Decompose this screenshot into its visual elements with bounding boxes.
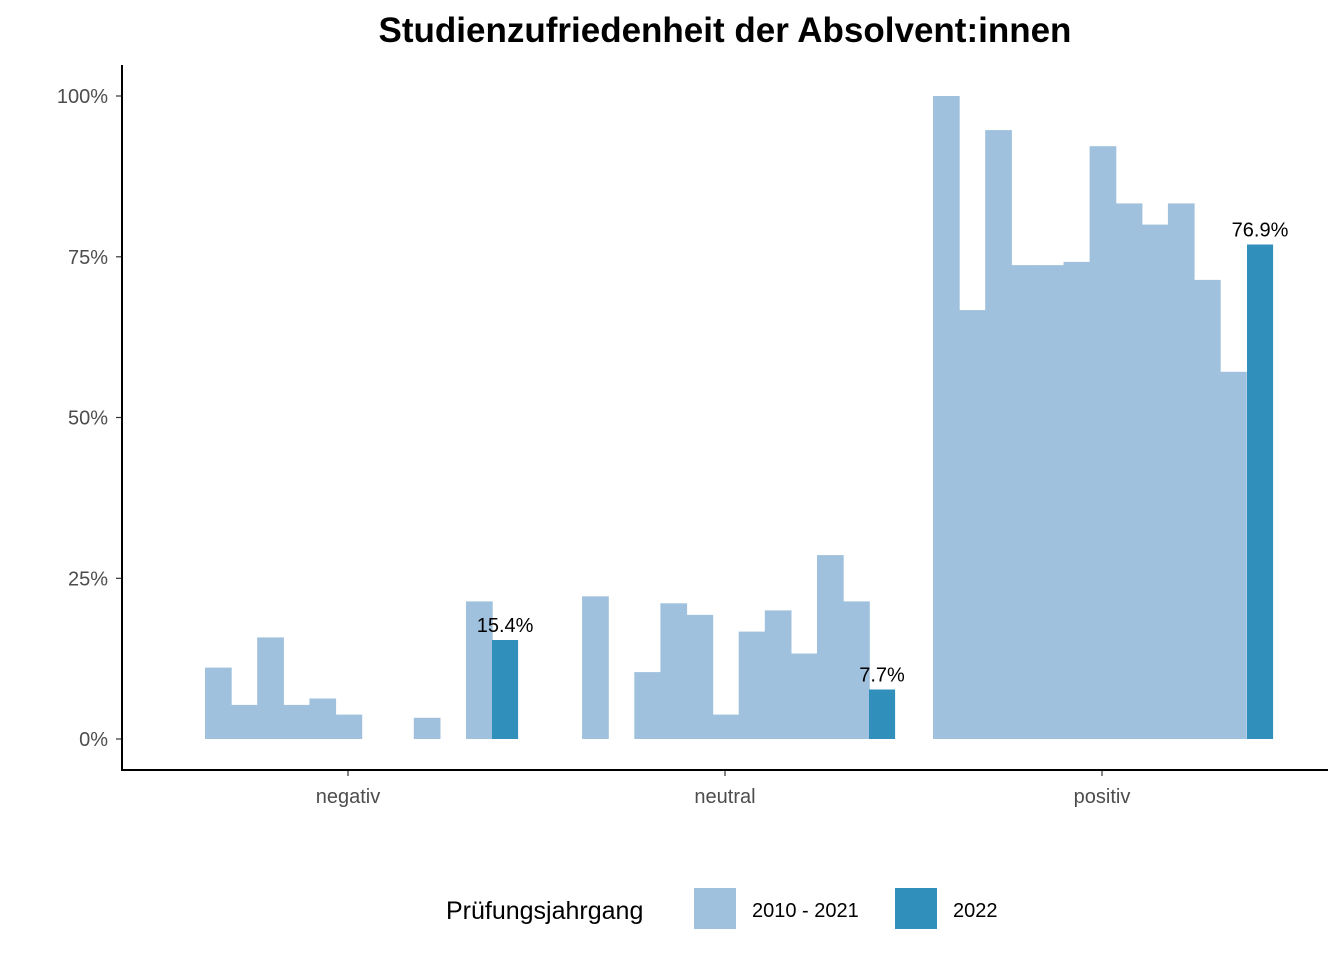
bars-layer [205,96,1274,740]
y-tick-label-0: 0% [79,729,108,751]
bar-positiv-2010-2021-10 [1167,203,1195,739]
bar-neutral-2010-2021-12 [843,601,870,739]
bar-positiv-2010-2021-8 [1115,203,1143,739]
bar-negativ-2010-2021-6 [335,714,363,739]
bar-negativ-2010-2021-9 [413,717,441,739]
bar-negativ-2010-2021-4 [283,704,310,739]
bar-neutral-2010-2021-8 [738,631,766,739]
legend: Prüfungsjahrgang 2010 - 2021 2022 [446,888,998,929]
data-label-negativ-2022: 15.4% [477,615,534,637]
y-tick-label-3: 75% [68,247,108,269]
bar-neutral-2010-2021-2 [582,596,609,739]
bar-positiv-2010-2021-5 [1037,265,1065,739]
bar-positiv-2010-2021-6 [1063,261,1091,739]
bar-neutral-2022 [869,689,896,739]
bar-neutral-2010-2021-6 [686,614,714,739]
data-labels-layer: 15.4% 7.7% 76.9% [477,220,1289,687]
bar-neutral-2010-2021-10 [790,653,818,739]
y-tick-label-2: 50% [68,408,108,430]
legend-swatch-2022 [895,888,937,929]
bar-neutral-2010-2021-7 [712,714,740,739]
bar-neutral-2010-2021-5 [660,603,688,739]
bar-neutral-2010-2021-9 [764,610,792,739]
legend-swatch-2010-2021 [694,888,736,929]
bar-positiv-2010-2021-9 [1141,224,1169,740]
bar-negativ-2010-2021-11 [466,601,493,739]
bar-negativ-2010-2021-3 [257,637,284,739]
legend-title: Prüfungsjahrgang [446,897,643,925]
bar-neutral-2010-2021-11 [817,555,844,739]
axes-layer: negativ neutral positiv 0% 25% 50% 75% 100% [57,65,1328,808]
x-tick-label-positiv: positiv [1074,786,1131,808]
y-tick-label-1: 25% [68,568,108,590]
bar-neutral-2010-2021-4 [634,672,661,739]
legend-label-2010-2021: 2010 - 2021 [752,900,859,922]
x-tick-label-neutral: neutral [694,786,755,808]
bar-positiv-2010-2021-4 [1011,265,1038,739]
bar-negativ-2010-2021-2 [231,704,258,739]
bar-negativ-2010-2021-1 [205,667,232,739]
chart-title: Studienzufriedenheit der Absolvent:innen [379,11,1072,50]
bar-positiv-2022 [1247,244,1274,739]
bar-positiv-2010-2021-2 [959,310,986,739]
y-tick-label-4: 100% [57,86,108,108]
bar-positiv-2010-2021-1 [933,96,960,739]
bar-positiv-2010-2021-11 [1194,279,1221,739]
legend-label-2022: 2022 [953,900,998,922]
bar-positiv-2010-2021-7 [1089,146,1117,739]
bar-positiv-2010-2021-12 [1220,371,1247,739]
data-label-positiv-2022: 76.9% [1232,220,1289,242]
bar-positiv-2010-2021-3 [985,130,1012,740]
bar-negativ-2022 [492,640,519,739]
bar-negativ-2010-2021-5 [309,698,337,739]
data-label-neutral-2022: 7.7% [859,665,905,687]
x-tick-label-negativ: negativ [316,786,381,808]
